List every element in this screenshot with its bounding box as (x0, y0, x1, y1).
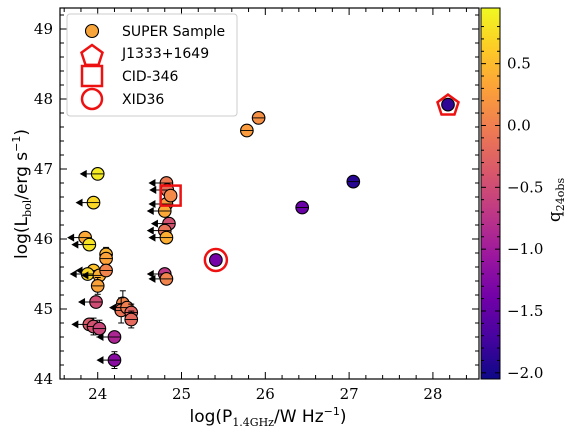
x-tick-label: 26 (256, 385, 275, 403)
y-axis-label-sup: −1 (10, 136, 23, 152)
cid346-square-marker (159, 184, 182, 207)
colorbar-tick-label: 0.5 (507, 55, 531, 73)
x-axis-label-main: log(P (190, 407, 233, 427)
colorbar-tick-label: −0.5 (507, 178, 543, 196)
y-ticks: 44 45 46 47 48 49 (34, 14, 479, 388)
legend-marker-square (80, 64, 104, 88)
legend-marker-circle (80, 87, 104, 111)
y-tick-label: 44 (34, 370, 53, 388)
upper-limit-arrow (146, 207, 154, 215)
colorbar-tick-label: −1.0 (507, 240, 543, 258)
j1333-pentagon-marker (436, 93, 460, 116)
cid346-point (163, 188, 178, 203)
upper-limit-arrow (71, 320, 79, 329)
colorbar-tick-label: −1.5 (507, 302, 543, 320)
upper-limit-arrow (69, 270, 77, 278)
colorbar-label-sub: 24obs (554, 178, 567, 212)
xid36-point (209, 253, 223, 267)
y-tick-label: 46 (34, 230, 53, 248)
upper-limit-arrow (75, 266, 83, 275)
upper-limit-arrow (71, 240, 79, 249)
upper-limit-arrow (148, 200, 156, 208)
upper-limit-arrow (75, 198, 83, 207)
colorbar-label: q24obs (545, 178, 567, 223)
x-axis-label-close: ) (340, 407, 347, 427)
upper-limit-arrow (109, 303, 117, 312)
colorbar-tick-label: 0.0 (507, 116, 531, 134)
x-axis-label-tail: /W Hz (274, 407, 324, 427)
legend-box (66, 13, 238, 117)
y-tick-label: 45 (34, 300, 53, 318)
upper-limit-arrow (79, 169, 87, 178)
upper-limit-arrow (78, 298, 86, 306)
y-axis-label-close: ) (12, 129, 32, 136)
x-tick-label: 27 (340, 385, 359, 403)
x-tick-label: 24 (88, 385, 107, 403)
x-axis-label-sup: −1 (324, 405, 340, 418)
upper-limit-arrow (81, 271, 89, 280)
upper-limit-arrow (96, 333, 104, 341)
upper-limit-arrow (149, 186, 157, 194)
legend-markers (80, 23, 104, 111)
colorbar (480, 7, 501, 380)
legend-label-xid36: XID36 (122, 92, 164, 108)
plot-frame (59, 7, 480, 380)
upper-limit-arrow (148, 179, 156, 187)
y-axis-label-main: log(L (12, 216, 32, 259)
data-marks (67, 93, 460, 369)
x-axis-label-sub: 1.4GHz (232, 416, 274, 429)
y-axis-label-tail: /erg s (12, 152, 32, 200)
y-tick-label: 47 (34, 160, 53, 178)
upper-limit-arrow (146, 226, 154, 235)
j1333-point (441, 97, 455, 112)
y-tick-label: 48 (34, 90, 53, 108)
upper-limit-arrow (148, 274, 156, 283)
y-axis-label: log(Lbol/erg s−1) (10, 129, 34, 259)
legend-label-cid346: CID-346 (122, 69, 179, 85)
x-tick-label: 25 (172, 385, 191, 403)
colorbar-ticks: 0.5 0.0 −0.5 −1.0 −1.5 −2.0 (481, 26, 543, 382)
x-axis-label: log(P1.4GHz/W Hz−1) (190, 405, 347, 429)
colorbar-tick-label: −2.0 (507, 364, 543, 382)
x-tick-label: 28 (423, 385, 442, 403)
y-axis-label-sub: bol (21, 199, 34, 217)
legend-marker-super (84, 23, 100, 39)
upper-limit-arrow (148, 233, 156, 242)
upper-limit-arrow (67, 233, 75, 242)
y-tick-label: 49 (34, 20, 53, 38)
upper-limit-arrow (146, 270, 154, 278)
legend: SUPER Sample J1333+1649 CID-346 XID36 (66, 13, 238, 117)
colorbar-label-main: q (545, 211, 565, 222)
upper-limit-arrow (96, 356, 104, 365)
legend-label-super: SUPER Sample (122, 24, 225, 40)
xid36-circle-marker (203, 247, 229, 273)
x-ticks: 24 25 26 27 28 (63, 8, 467, 403)
upper-limit-arrow (150, 219, 158, 228)
legend-label-j1333: J1333+1649 (121, 46, 209, 62)
